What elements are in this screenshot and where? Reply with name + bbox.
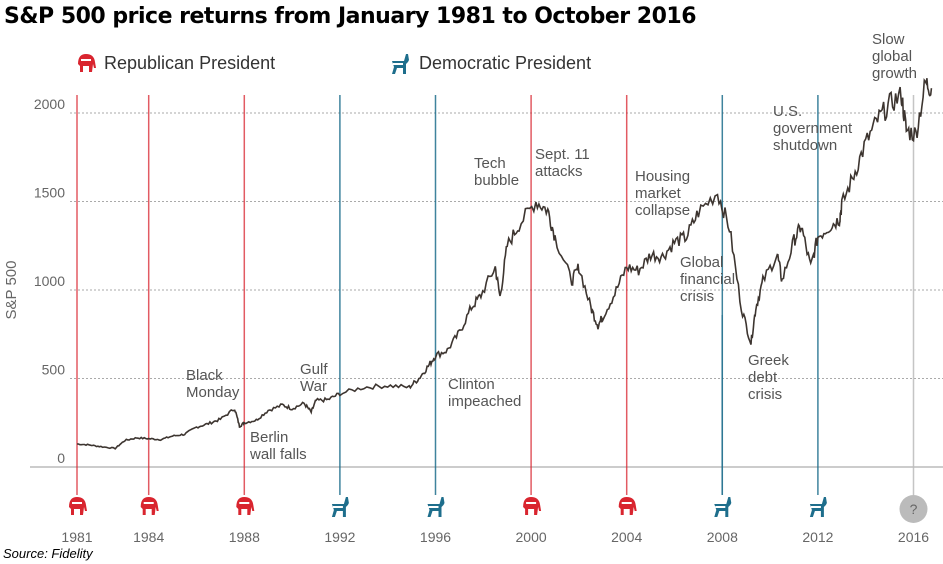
donkey-icon [392,54,409,74]
annotation: growth [872,65,917,82]
elephant-stripe [239,502,250,504]
elephant-body [523,497,542,515]
elephant-body [78,54,96,72]
donkey-stripe [810,506,821,508]
elephant-body [236,497,255,515]
donkey-icon [427,497,445,517]
annotation: global [872,48,912,65]
unknown-president-label: ? [910,501,918,517]
elephant-icon [78,54,96,72]
annotation: Slow [872,31,905,48]
donkey-stripe [393,63,403,65]
annotation: War [300,378,327,395]
donkey-icon [714,497,732,517]
annotation: attacks [535,163,583,180]
x-tick-label: 1981 [61,529,92,545]
sp500-line [77,77,933,450]
annotation: Tech [474,155,506,172]
elephant-body [69,497,87,515]
x-tick-label: 1988 [229,529,260,545]
elephant-stripe [72,502,82,504]
elephant-icon [69,497,87,515]
annotation: debt [748,369,778,386]
annotation: government [773,120,853,137]
annotation: Gulf [300,361,328,378]
annotation: impeached [448,393,521,410]
annotation: Sept. 11 [535,146,590,163]
annotation: financial [680,271,735,288]
elephant-body [140,497,159,515]
annotation: Berlin [250,429,288,446]
legend-democratic: Democratic President [419,53,591,73]
annotation: Greek [748,352,789,369]
annotation: crisis [748,386,782,403]
donkey-stripe [715,506,726,508]
x-tick-label: 1992 [324,529,355,545]
elephant-stripe [621,502,632,504]
elephant-stripe [526,502,537,504]
x-tick-label: 2000 [516,529,547,545]
x-tick-label: 2004 [611,529,642,545]
elephant-icon [618,497,637,515]
elephant-icon [140,497,159,515]
unknown-president-circle [899,495,928,523]
annotation: shutdown [773,137,837,154]
y-tick-label: 1500 [34,185,65,201]
y-axis-label: S&P 500 [3,261,20,320]
donkey-icon [809,497,827,517]
elephant-stripe [143,502,154,504]
annotation: Housing [635,168,690,185]
y-tick-label: 500 [42,362,66,378]
annotation: bubble [474,172,519,189]
annotation: Black [186,367,223,384]
annotation: wall falls [249,446,307,463]
y-tick-label: 1000 [34,273,65,289]
annotation: market [635,185,682,202]
annotation: crisis [680,288,714,305]
y-tick-label: 0 [57,450,65,466]
elephant-icon [236,497,255,515]
donkey-icon [331,497,349,517]
annotation: collapse [635,202,690,219]
x-tick-label: 2012 [802,529,833,545]
elephant-stripe [81,59,91,61]
donkey-stripe [428,506,439,508]
donkey-stripe [332,506,343,508]
legend-republican: Republican President [104,53,275,73]
annotation: Global [680,254,723,271]
elephant-body [618,497,637,515]
x-tick-label: 2008 [707,529,738,545]
annotation: Clinton [448,376,495,393]
chart-title: S&P 500 price returns from January 1981 … [4,4,697,29]
x-tick-label: 1996 [420,529,451,545]
annotation: Monday [186,384,240,401]
x-tick-label: 2016 [898,529,929,545]
elephant-icon [523,497,542,515]
y-tick-label: 2000 [34,96,65,112]
x-tick-label: 1984 [133,529,164,545]
source-note: Source: Fidelity [3,546,93,561]
annotation: U.S. [773,103,802,120]
